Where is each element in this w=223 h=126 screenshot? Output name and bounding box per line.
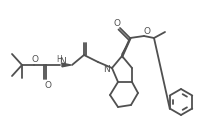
Polygon shape bbox=[122, 38, 131, 58]
Text: O: O bbox=[143, 26, 151, 36]
Text: H: H bbox=[56, 55, 62, 64]
Text: O: O bbox=[31, 55, 38, 65]
Polygon shape bbox=[62, 63, 71, 67]
Text: O: O bbox=[114, 19, 120, 27]
Text: O: O bbox=[45, 81, 52, 89]
Text: N: N bbox=[59, 57, 65, 67]
Text: N: N bbox=[103, 66, 109, 74]
